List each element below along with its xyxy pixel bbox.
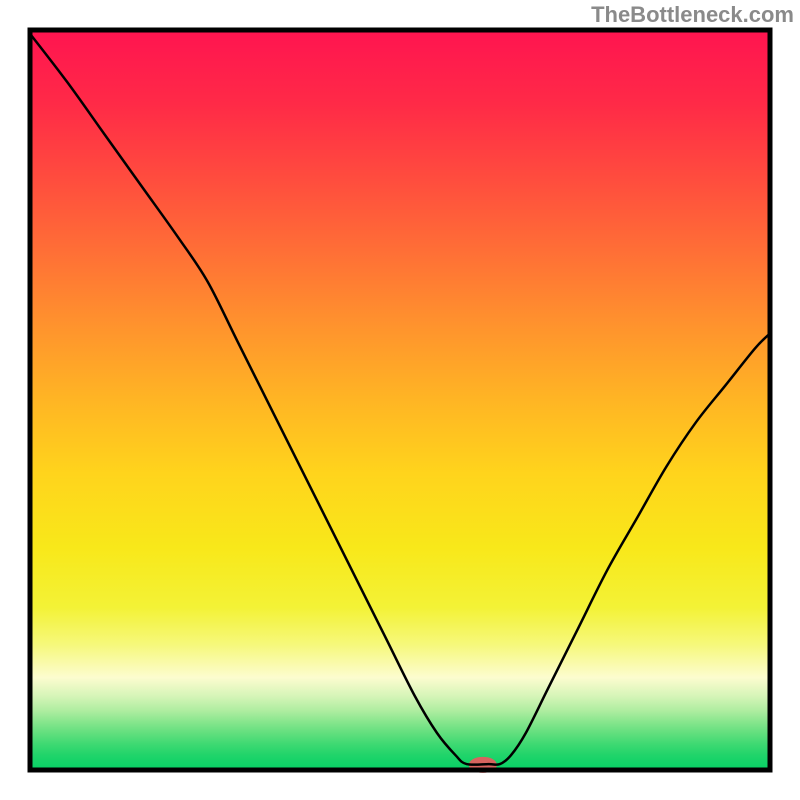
bottleneck-chart	[0, 0, 800, 800]
chart-container: { "watermark": { "text": "TheBottleneck.…	[0, 0, 800, 800]
watermark-text: TheBottleneck.com	[591, 2, 794, 28]
